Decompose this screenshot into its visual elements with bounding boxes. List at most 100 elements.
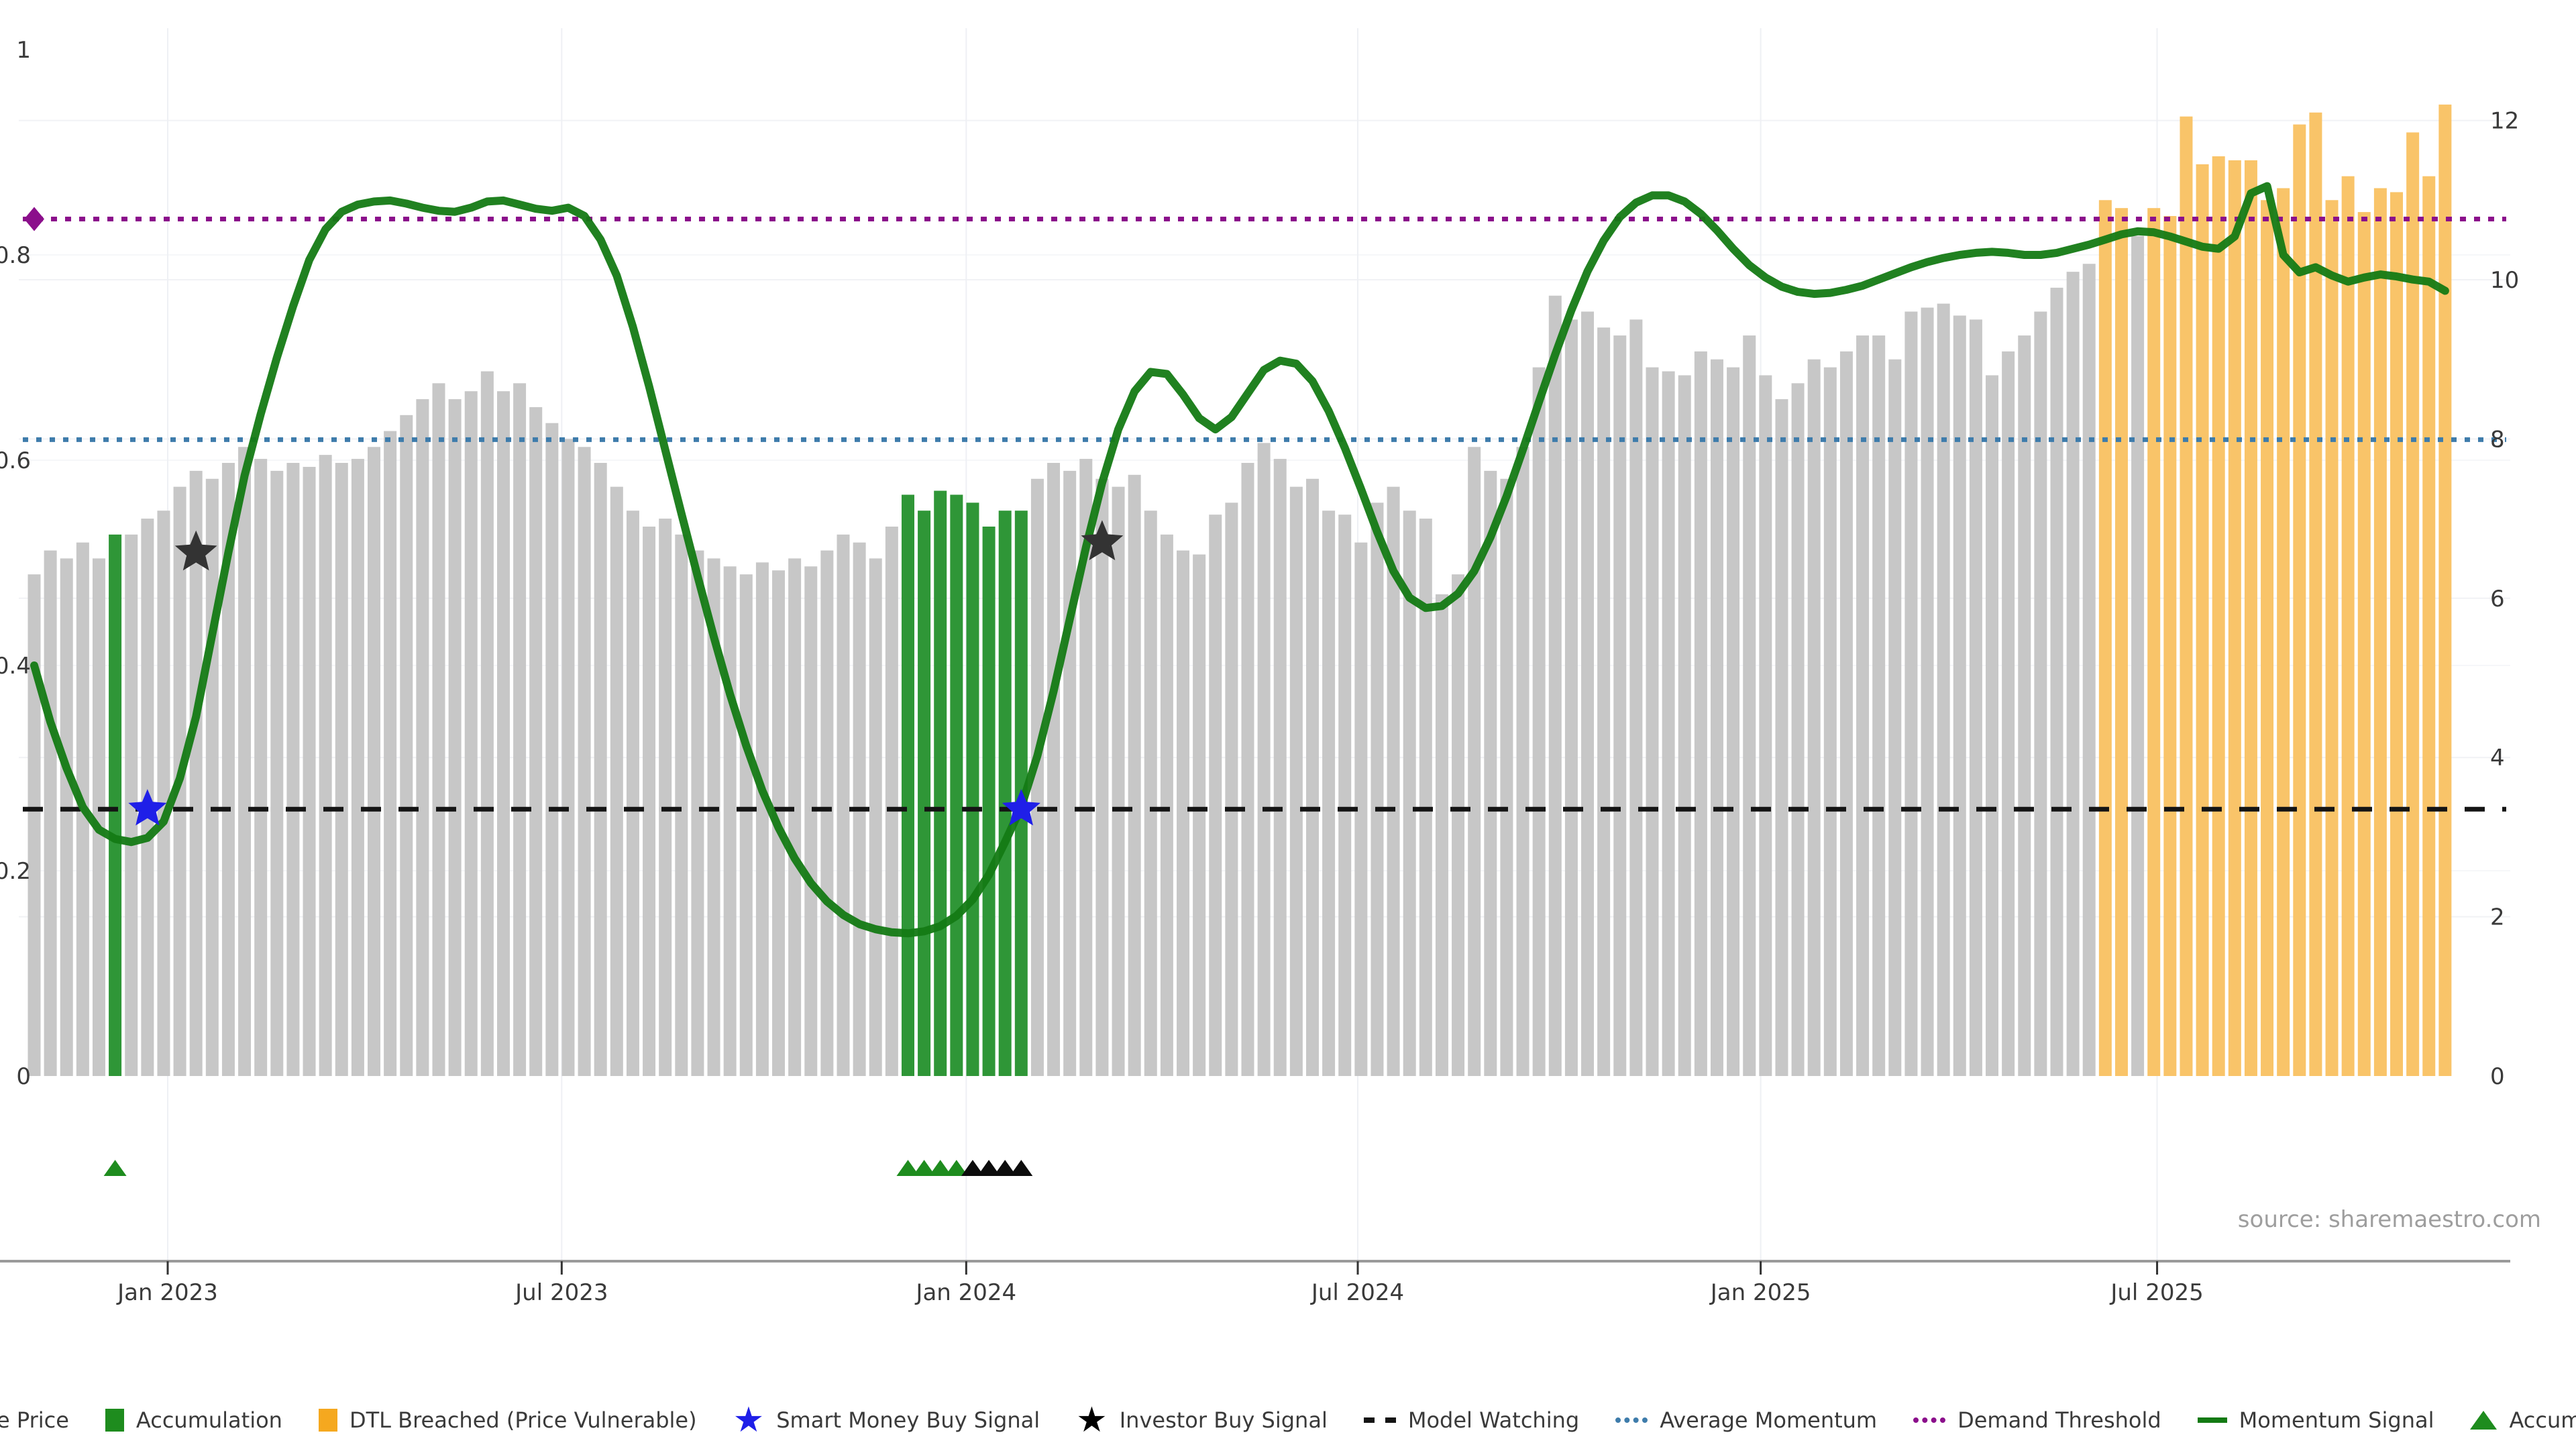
close-price-bar [1710,359,1723,1077]
dotted-line-icon [1913,1417,1946,1423]
accumulation-bar [982,526,996,1076]
close-price-bar [1532,367,1546,1076]
close-price-bar [1079,459,1093,1076]
legend-label: Momentum Signal [2239,1407,2434,1433]
dtl-breached-bar [2373,188,2387,1076]
accumulation-triangle-marker [896,1160,920,1176]
close-price-bar [675,534,688,1076]
close-price-bar [1662,371,1675,1076]
dtl-breached-bar [2180,116,2193,1076]
close-price-bar [1484,470,1497,1076]
legend-square-swatch [318,1409,337,1432]
close-price-bar [691,550,704,1076]
close-price-bar [1225,502,1238,1076]
momentum-signal-line [30,182,2449,938]
close-price-bar [1063,470,1077,1076]
smart-money-buy-star-marker [128,789,167,826]
legend-label: Accumulation [136,1407,282,1433]
y-right-axis-label: 0 [2490,1063,2505,1090]
accumulation-triangle-marker [103,1160,127,1176]
close-price-bar [1419,519,1432,1076]
dtl-breached-bar [2163,216,2177,1076]
close-price-bar [351,459,364,1076]
accumulation-triangle-marker [912,1160,936,1176]
dtl-breached-bar [2390,192,2404,1077]
close-price-bar [319,455,332,1076]
chart-legend: Close Price Accumulation DTL Breached (Pri… [0,1400,2576,1440]
star-icon: ★ [733,1400,765,1440]
close-price-bar [1581,311,1595,1077]
x-axis-label: Jan 2025 [1709,1279,1811,1306]
close-price-bar [1921,307,1934,1076]
legend-item-demand-threshold: Demand Threshold [1913,1407,2161,1433]
accumulation-triangle-marker [928,1160,952,1176]
close-price-bar [157,511,170,1076]
legend-item-accumulation: Accumulation [2470,1407,2576,1433]
legend-label: Close Price [0,1407,69,1433]
close-price-bar [1468,447,1481,1076]
close-price-bar [610,486,623,1076]
legend-square-swatch [105,1409,124,1432]
close-price-bar [1435,594,1448,1076]
y-right-axis-label: 12 [2490,108,2519,135]
close-price-bar [1209,515,1222,1076]
close-price-bar [820,550,834,1076]
close-price-bar [1856,335,1870,1077]
dtl-breached-bar [2422,176,2436,1077]
close-price-bar [400,415,413,1076]
accumulation-bar [109,534,122,1076]
close-price-bar [384,431,397,1076]
source-note: source: sharemaestro.com [2237,1206,2541,1233]
accumulation-bar [966,502,979,1076]
dtl-breached-bar [2147,208,2161,1076]
accumulation-bar [918,511,931,1076]
x-axis-label: Jul 2024 [1310,1279,1404,1306]
legend-item-close-price: Close Price [0,1407,69,1433]
close-price-bar [368,447,381,1076]
close-price-bar [1953,315,1966,1076]
close-price-bar [513,383,527,1076]
close-price-bar [1904,311,1918,1077]
legend-label: DTL Breached (Price Vulnerable) [349,1407,697,1433]
close-price-bar [1872,335,1886,1077]
close-price-bar [1694,351,1707,1076]
legend-label: Model Watching [1407,1407,1580,1433]
dtl-breached-bar [2196,164,2209,1076]
legend-item-accumulation: Accumulation [105,1407,282,1433]
y-left-axis-label: 0 [16,1063,31,1090]
close-price-bar [755,562,769,1076]
x-axis-label: Jul 2025 [2109,1279,2203,1306]
close-price-bar [92,558,105,1076]
dtl-breached-bar [2293,124,2306,1076]
close-price-bar [60,558,73,1076]
close-price-bar [2034,311,2047,1077]
dtl-breached-bar [2309,112,2322,1077]
close-price-bar [238,447,252,1076]
close-price-bar [221,463,235,1076]
close-price-bar [1823,367,1837,1076]
black-triangle-marker [1010,1160,1033,1176]
close-price-bar [1727,367,1740,1076]
close-price-bar [561,439,575,1076]
star-icon: ★ [1076,1400,1108,1440]
close-price-bar [1807,359,1821,1077]
triangle-icon [2470,1411,2498,1430]
close-price-bar [1613,335,1627,1077]
accumulation-bar [934,490,947,1076]
close-price-bar [1160,534,1173,1076]
close-price-bar [804,566,818,1076]
y-right-axis-label: 8 [2490,426,2505,453]
close-price-bar [1144,511,1157,1076]
close-price-bar [2002,351,2015,1076]
dtl-breached-bar [2244,160,2257,1077]
legend-item-dtl-breached-price-vulnerable: DTL Breached (Price Vulnerable) [318,1407,697,1433]
close-price-bar [885,526,898,1076]
close-price-bar [578,447,591,1076]
dotted-line-icon [1615,1417,1648,1423]
black-triangle-marker [977,1160,1001,1176]
close-price-bar [254,459,268,1076]
dtl-breached-bar [2357,212,2371,1077]
demand-threshold-diamond-marker [24,207,44,231]
y-right-axis-label: 2 [2490,904,2505,931]
